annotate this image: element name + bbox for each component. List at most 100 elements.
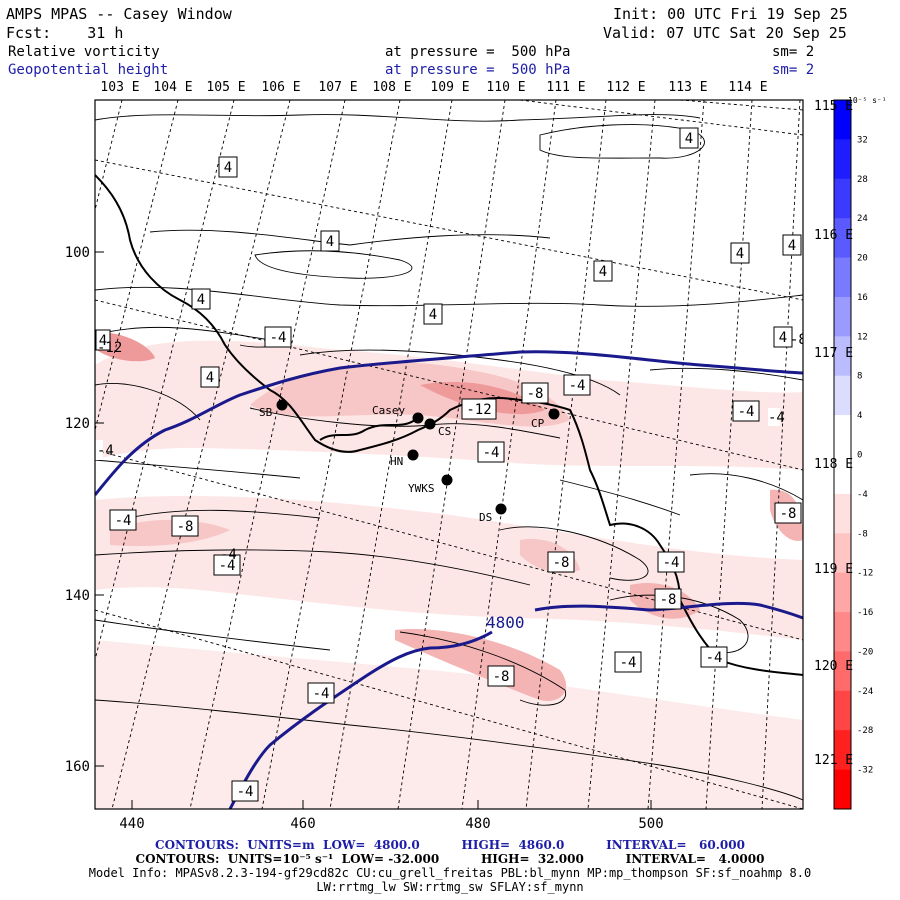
colorbar-label: 0	[857, 451, 862, 461]
shade-band-south	[95, 640, 803, 809]
contour-line	[95, 549, 531, 586]
vort-label: -8	[521, 382, 549, 404]
lon-label: 111 E	[546, 80, 585, 95]
vort-label: 4	[95, 329, 111, 351]
vort-label: 4	[782, 234, 802, 256]
x-tick-label: 480	[465, 816, 490, 832]
contour-line	[254, 250, 413, 279]
svg-text:-12: -12	[466, 402, 491, 418]
colorbar: 10⁻⁵ s⁻¹ 32 28 24 20 16 12 8 4 0 -4 -8 -12 -16 -20 -24…	[833, 96, 887, 810]
colorbar-cell	[834, 296, 851, 337]
parallel	[95, 159, 803, 301]
colorbar-cell	[834, 493, 851, 534]
field1-pressure: at pressure = 500 hPa	[385, 44, 571, 60]
meridian	[705, 100, 753, 809]
svg-text:-4: -4	[237, 784, 254, 800]
station-sb[interactable]: SB	[259, 399, 288, 420]
axis-ticks	[95, 251, 652, 809]
map-plot-area: 4 4 4 4 4 4 4 4 4 4 4 -4 -4 -4 -4 -4 -4 …	[95, 100, 807, 809]
colorbar-label: -28	[857, 726, 873, 736]
vort-label: 4	[423, 303, 443, 325]
stations: SB Casey CS CP HN YWKS DS	[259, 399, 560, 525]
geopotential-contours	[95, 350, 803, 809]
vort-label: -4	[264, 326, 292, 348]
lon-label: 113 E	[668, 80, 707, 95]
colorbar-cell	[834, 454, 851, 495]
colorbar-cell	[834, 375, 851, 416]
lon-label: 115 E	[814, 99, 853, 114]
svg-text:-4: -4	[313, 686, 330, 702]
vorticity-shading	[95, 332, 803, 809]
shade-mid-3	[110, 519, 230, 547]
vort-label: -4	[95, 440, 114, 460]
lon-label: 104 E	[153, 80, 192, 95]
vorticity-labels: 4 4 4 4 4 4 4 4 4 4 4 -4 -4 -4 -4 -4 -4 …	[95, 127, 807, 802]
coastline-inlet	[319, 419, 416, 441]
svg-text:4: 4	[206, 370, 214, 386]
contour-line	[95, 114, 701, 122]
svg-text:4: 4	[326, 234, 334, 250]
station-casey[interactable]: Casey	[372, 404, 424, 424]
colorbar-cell	[834, 769, 851, 810]
vort-label: 4	[320, 230, 340, 252]
colorbar-label: -12	[857, 569, 873, 579]
parallel	[519, 100, 803, 136]
contour-line	[95, 699, 803, 801]
svg-text:HN: HN	[390, 455, 403, 468]
svg-text:-4: -4	[706, 650, 723, 666]
vort-label: -4	[657, 551, 685, 573]
station-cp[interactable]: CP	[531, 408, 560, 431]
svg-text:CP: CP	[531, 417, 545, 430]
meridian	[802, 280, 803, 315]
height-contour-south-west	[228, 630, 493, 809]
colorbar-label: -16	[857, 608, 873, 618]
parallel	[679, 100, 803, 111]
vort-label: 4	[191, 288, 211, 310]
colorbar-label: 32	[857, 135, 868, 145]
field1-name: Relative vorticity	[8, 44, 160, 60]
contour-line	[649, 367, 803, 381]
svg-text:-4: -4	[569, 378, 586, 394]
contour-line	[559, 479, 681, 516]
contour-line	[299, 349, 621, 396]
meridian	[261, 100, 401, 809]
station-hn[interactable]: HN	[390, 449, 419, 469]
y-axis-labels: 100 120 140 160	[65, 245, 90, 775]
meridian	[95, 100, 235, 661]
station-cs[interactable]: CS	[424, 418, 452, 439]
lon-label: 108 E	[372, 80, 411, 95]
vort-label: 4	[773, 326, 793, 348]
meridian	[95, 100, 123, 211]
vort-label: -8	[487, 665, 515, 687]
y-tick-label: 160	[65, 759, 90, 775]
svg-text:Casey: Casey	[372, 404, 405, 417]
svg-text:-8: -8	[553, 555, 570, 571]
vorticity-contour-info: CONTOURS: UNITS=10⁻⁵ s⁻¹ LOW= -32.000 HI…	[135, 852, 765, 866]
vort-label: -4	[563, 374, 591, 396]
station-ywks[interactable]: YWKS	[408, 474, 453, 496]
meridian	[587, 100, 656, 809]
field2-pressure: at pressure = 500 hPa	[385, 62, 571, 78]
shade-band-central	[95, 495, 803, 640]
colorbar-cell	[834, 218, 851, 259]
colorbar-cell	[834, 415, 851, 455]
contour-line	[95, 383, 201, 421]
svg-text:-4: -4	[115, 513, 132, 529]
colorbar-labels: 32 28 24 20 16 12 8 4 0 -4 -8 -12 -16 -20 -24 -28 -32	[857, 135, 873, 775]
field1-smoothing: sm= 2	[772, 44, 815, 60]
svg-text:-8: -8	[790, 332, 807, 348]
svg-text:4: 4	[736, 246, 744, 262]
contour-line	[539, 124, 705, 159]
lon-label: 116 E	[814, 228, 853, 243]
svg-text:CS: CS	[438, 425, 451, 438]
svg-text:-8: -8	[527, 386, 544, 402]
station-ds[interactable]: DS	[479, 503, 507, 525]
svg-text:-4: -4	[97, 443, 114, 459]
meridian	[111, 100, 291, 809]
right-longitude-labels: 115 E 116 E 117 E 118 E 119 E 120 E 121 …	[814, 99, 853, 768]
colorbar-frame	[833, 99, 852, 810]
svg-text:-8: -8	[493, 669, 510, 685]
colorbar-label: -20	[857, 647, 873, 657]
contour-line	[95, 459, 301, 479]
colorbar-cell	[834, 336, 851, 377]
